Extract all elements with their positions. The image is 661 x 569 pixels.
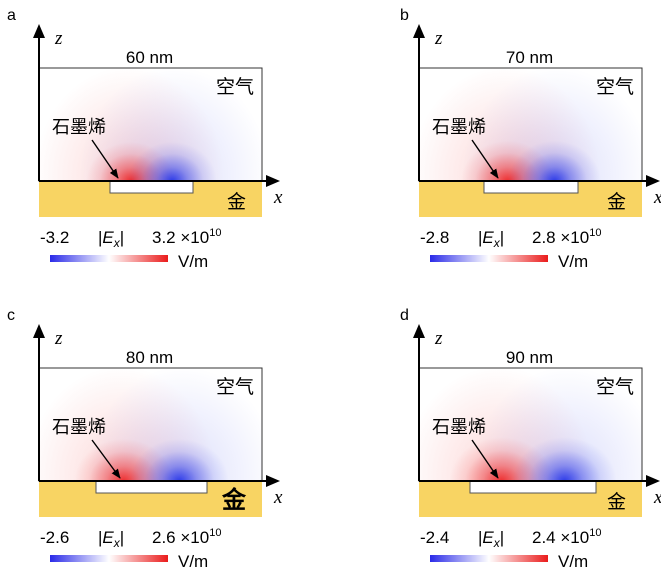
z-axis-label: z: [434, 28, 443, 49]
colorbar: [430, 255, 548, 262]
z-axis-arrow-icon: [33, 24, 45, 38]
width-label: 70 nm: [506, 48, 553, 67]
panel-letter: b: [400, 7, 409, 24]
field-lobe-negative: [508, 140, 601, 181]
gold-label: 金: [607, 191, 626, 213]
x-axis-arrow-icon: [266, 475, 280, 487]
x-axis-label: x: [273, 487, 283, 508]
colorbar: [50, 555, 168, 562]
z-axis-arrow-icon: [33, 324, 45, 338]
field-map: [39, 68, 262, 181]
graphene-pointer-arrow: [471, 139, 499, 179]
width-label: 80 nm: [126, 348, 173, 367]
field-quantity-label: |Ex|: [478, 228, 504, 250]
air-label: 空气: [216, 376, 254, 398]
width-label: 90 nm: [506, 348, 553, 367]
field-map: [419, 68, 642, 181]
panel-letter: c: [7, 307, 15, 324]
x-axis-label: x: [653, 187, 661, 208]
panel-letter: d: [400, 307, 409, 324]
scale-min: -2.8: [420, 228, 449, 247]
panel-c: c z x 80 nm 空气金 石墨烯 -2.6 |Ex| 2.6 ×1010 V/m: [7, 307, 283, 569]
field-lobe-negative: [129, 438, 229, 481]
panel-d: d z x 90 nm 空气金 石墨烯 -2.4 |Ex| 2.4 ×1010 V/m: [400, 307, 661, 569]
gold-label: 金: [227, 191, 246, 213]
graphene-pointer-arrow: [471, 439, 499, 479]
panel-a: a z x 60 nm 空气金 石墨烯 -3.2 |Ex| 3.2 ×1010 V/m: [7, 7, 283, 271]
field-map: [419, 368, 642, 481]
field-quantity-label: |Ex|: [98, 528, 124, 550]
air-label: 空气: [596, 376, 634, 398]
graphene-strip: [95, 480, 208, 494]
z-axis-arrow-icon: [413, 324, 425, 338]
gold-label: 金: [221, 486, 247, 514]
graphene-label: 石墨烯: [432, 417, 486, 437]
graphene-strip: [483, 180, 579, 194]
z-axis-label: z: [434, 328, 443, 349]
unit-label: V/m: [558, 252, 588, 271]
graphene-strip: [469, 480, 597, 494]
z-axis-arrow-icon: [413, 24, 425, 38]
z-axis-label: z: [54, 328, 63, 349]
unit-label: V/m: [558, 552, 588, 569]
scale-max: 2.8 ×1010: [532, 227, 601, 247]
scale-min: -2.4: [420, 528, 449, 547]
x-axis-label: x: [653, 487, 661, 508]
field-lobe-negative: [127, 141, 217, 181]
field-quantity-label: |Ex|: [98, 228, 124, 250]
graphene-pointer-arrow: [91, 439, 121, 479]
scale-min: -2.6: [40, 528, 69, 547]
unit-label: V/m: [178, 252, 208, 271]
panel-b: b z x 70 nm 空气金 石墨烯 -2.8 |Ex| 2.8 ×1010 V/m: [400, 7, 661, 271]
scale-max: 2.6 ×1010: [152, 527, 221, 547]
x-axis-arrow-icon: [646, 475, 660, 487]
scale-min: -3.2: [40, 228, 69, 247]
graphene-pointer-arrow: [91, 139, 119, 179]
graphene-strip: [109, 180, 194, 194]
field-lobe-negative: [512, 437, 617, 481]
colorbar: [430, 555, 548, 562]
panel-letter: a: [7, 7, 16, 24]
graphene-label: 石墨烯: [52, 117, 106, 137]
graphene-label: 石墨烯: [52, 417, 106, 437]
z-axis-label: z: [54, 28, 63, 49]
field-quantity-label: |Ex|: [478, 528, 504, 550]
scale-max: 2.4 ×1010: [532, 527, 601, 547]
graphene-label: 石墨烯: [432, 117, 486, 137]
width-label: 60 nm: [126, 48, 173, 67]
x-axis-label: x: [273, 187, 283, 208]
x-axis-arrow-icon: [266, 175, 280, 187]
scale-max: 3.2 ×1010: [152, 227, 221, 247]
unit-label: V/m: [178, 552, 208, 569]
gold-label: 金: [607, 491, 626, 513]
x-axis-arrow-icon: [646, 175, 660, 187]
air-label: 空气: [216, 76, 254, 98]
colorbar: [50, 255, 168, 262]
air-label: 空气: [596, 76, 634, 98]
